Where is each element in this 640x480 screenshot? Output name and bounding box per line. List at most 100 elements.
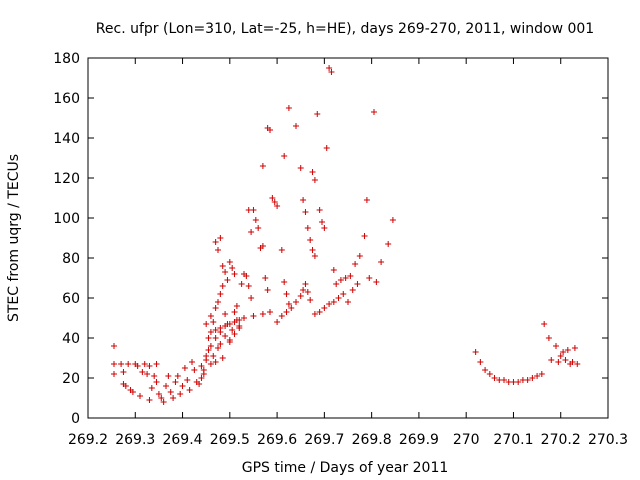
data-point bbox=[205, 335, 212, 341]
data-point bbox=[189, 359, 195, 365]
x-axis-label: GPS time / Days of year 2011 bbox=[242, 460, 449, 476]
data-point bbox=[219, 283, 226, 289]
data-point bbox=[501, 377, 507, 383]
data-point bbox=[302, 281, 309, 287]
data-point bbox=[285, 105, 292, 111]
data-point bbox=[515, 379, 522, 385]
data-point bbox=[335, 295, 342, 301]
data-point bbox=[262, 275, 269, 281]
data-point bbox=[181, 365, 188, 371]
data-point bbox=[311, 311, 318, 317]
data-point bbox=[285, 301, 292, 307]
data-point bbox=[255, 225, 262, 231]
data-point bbox=[321, 305, 328, 311]
data-point bbox=[210, 353, 217, 359]
data-point bbox=[222, 333, 229, 339]
data-point bbox=[248, 229, 255, 235]
data-point bbox=[226, 321, 233, 327]
y-tick-label: 20 bbox=[62, 371, 80, 387]
data-point bbox=[307, 297, 314, 303]
data-point bbox=[231, 319, 238, 325]
data-point bbox=[207, 361, 214, 367]
data-point bbox=[304, 225, 311, 231]
data-point bbox=[259, 163, 266, 169]
data-point bbox=[146, 363, 153, 369]
data-point bbox=[486, 371, 493, 377]
data-point bbox=[207, 343, 214, 349]
data-point bbox=[174, 373, 181, 379]
data-point bbox=[144, 371, 151, 377]
data-point bbox=[524, 377, 531, 383]
data-point bbox=[371, 109, 377, 115]
data-point bbox=[141, 361, 148, 367]
x-axis: 269.2 269.3 269.4 269.5 269.6 269.7 269.8 269.9… bbox=[68, 58, 628, 448]
data-point bbox=[203, 321, 210, 327]
data-point bbox=[229, 265, 236, 271]
x-tick-label: 269.6 bbox=[257, 432, 297, 448]
data-point bbox=[219, 263, 226, 269]
data-point bbox=[283, 291, 290, 297]
data-point bbox=[212, 335, 219, 341]
data-point bbox=[243, 273, 250, 279]
data-point bbox=[151, 373, 158, 379]
data-series bbox=[111, 65, 581, 405]
data-point bbox=[330, 267, 337, 273]
data-point bbox=[264, 287, 271, 293]
data-point bbox=[215, 345, 221, 351]
data-point bbox=[373, 279, 380, 285]
data-point bbox=[160, 399, 167, 405]
data-point bbox=[184, 377, 191, 383]
data-point bbox=[560, 349, 567, 355]
data-point bbox=[212, 327, 219, 333]
data-point bbox=[224, 277, 231, 283]
data-point bbox=[482, 367, 489, 373]
data-point bbox=[333, 281, 340, 287]
data-point bbox=[548, 357, 555, 363]
data-point bbox=[293, 123, 299, 129]
y-tick-label: 60 bbox=[62, 291, 80, 307]
x-tick-label: 269.2 bbox=[68, 432, 108, 448]
data-point bbox=[349, 287, 356, 293]
data-point bbox=[200, 367, 207, 373]
data-point bbox=[215, 247, 221, 253]
data-point bbox=[134, 363, 141, 369]
data-point bbox=[125, 361, 132, 367]
data-point bbox=[139, 369, 146, 375]
data-point bbox=[217, 329, 224, 335]
data-point bbox=[555, 359, 562, 365]
data-point bbox=[207, 313, 214, 319]
data-point bbox=[233, 303, 240, 309]
data-point bbox=[307, 237, 314, 243]
data-point bbox=[288, 305, 295, 311]
x-tick-label: 269.5 bbox=[210, 432, 250, 448]
data-point bbox=[111, 361, 117, 367]
data-point bbox=[278, 247, 285, 253]
data-point bbox=[252, 217, 259, 223]
data-point bbox=[300, 287, 307, 293]
data-point bbox=[198, 375, 205, 381]
data-point bbox=[217, 291, 224, 297]
data-point bbox=[311, 177, 318, 183]
x-tick-label: 269.7 bbox=[304, 432, 344, 448]
data-point bbox=[191, 367, 198, 373]
data-point bbox=[269, 195, 276, 201]
data-point bbox=[250, 207, 257, 213]
data-point bbox=[278, 313, 285, 319]
data-point bbox=[538, 371, 545, 377]
data-point bbox=[231, 331, 238, 337]
data-point bbox=[562, 357, 569, 363]
data-point bbox=[248, 295, 255, 301]
data-point bbox=[326, 301, 333, 307]
data-point bbox=[319, 219, 325, 225]
data-point bbox=[217, 235, 224, 241]
data-point bbox=[212, 239, 219, 245]
data-point bbox=[337, 277, 344, 283]
data-point bbox=[203, 353, 210, 359]
data-point bbox=[553, 343, 559, 349]
data-point bbox=[172, 379, 179, 385]
chart-title: Rec. ufpr (Lon=310, Lat=-25, h=HE), days… bbox=[96, 21, 594, 37]
data-point bbox=[245, 283, 252, 289]
data-point bbox=[328, 69, 335, 75]
data-point bbox=[238, 281, 245, 287]
